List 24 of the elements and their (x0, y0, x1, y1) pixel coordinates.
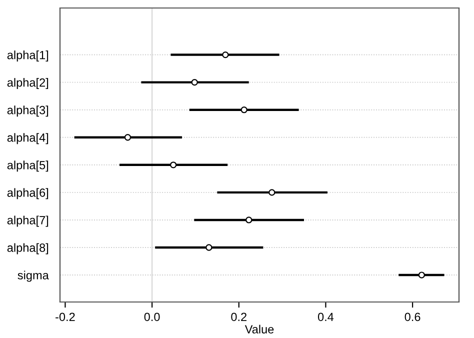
x-tick-label: 0.0 (144, 312, 160, 322)
y-tick-label: alpha[6] (7, 188, 48, 200)
point (246, 216, 252, 224)
point (206, 244, 212, 251)
point (191, 78, 198, 86)
y-tick-label: alpha[4] (7, 133, 48, 144)
y-tick-label: alpha[2] (7, 78, 48, 90)
point (222, 51, 229, 58)
x-tick-label: 0.6 (404, 312, 420, 322)
y-tick-label: alpha[3] (7, 106, 48, 117)
x-tick-label: 0.4 (318, 312, 334, 322)
point (170, 162, 177, 168)
point (418, 272, 425, 278)
point (240, 106, 248, 114)
y-tick-label: alpha[7] (7, 216, 48, 227)
point (124, 134, 132, 141)
point (268, 189, 276, 196)
y-tick-label: alpha[5] (7, 160, 48, 172)
y-tick-label: alpha[8] (7, 243, 48, 254)
x-axis-title: Value (244, 324, 274, 334)
y-tick-label: alpha[1] (7, 50, 48, 62)
y-tick-label: sigma (18, 270, 49, 282)
x-tick-label: 0.2 (231, 312, 246, 322)
x-tick-label: -0.2 (56, 312, 75, 322)
